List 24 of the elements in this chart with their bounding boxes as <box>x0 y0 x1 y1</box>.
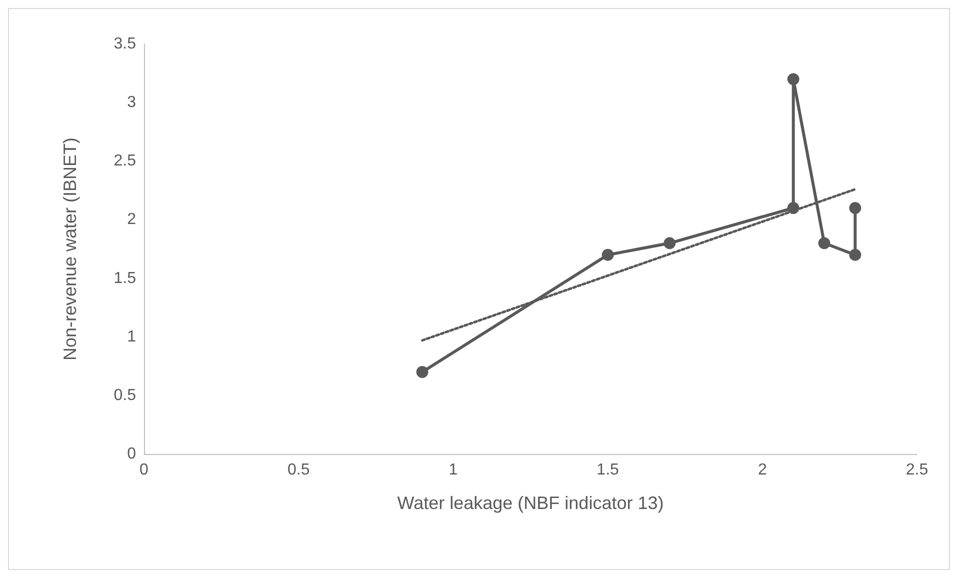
x-tick-label: 1 <box>448 462 458 478</box>
x-tick-label: 0 <box>140 462 149 478</box>
point <box>818 237 830 250</box>
y-tick-label: 1.5 <box>114 270 136 287</box>
point <box>664 237 676 250</box>
point <box>787 73 800 86</box>
y-tick-label: 1 <box>127 328 136 346</box>
y-tick-label: 0.5 <box>114 386 136 404</box>
point <box>602 248 614 261</box>
point <box>416 366 428 378</box>
x-tick-label: 1.5 <box>596 462 620 478</box>
point <box>849 248 862 261</box>
y-tick-label: 0 <box>127 446 136 462</box>
x-tick-label: 2.5 <box>906 462 928 478</box>
x-tick-label: 0.5 <box>287 462 310 478</box>
y-tick-label: 3.5 <box>114 36 136 52</box>
point <box>787 202 800 214</box>
y-tick-label: 2 <box>127 211 136 228</box>
y-tick-label: 2.5 <box>114 152 136 170</box>
point <box>849 202 862 214</box>
y-axis-title: Non-revenue water (IBNET) <box>60 137 80 361</box>
x-axis-title: Water leakage (NBF indicator 13) <box>397 493 664 513</box>
y-tick-label: 3 <box>127 94 136 112</box>
x-tick-label: 2 <box>758 462 767 478</box>
